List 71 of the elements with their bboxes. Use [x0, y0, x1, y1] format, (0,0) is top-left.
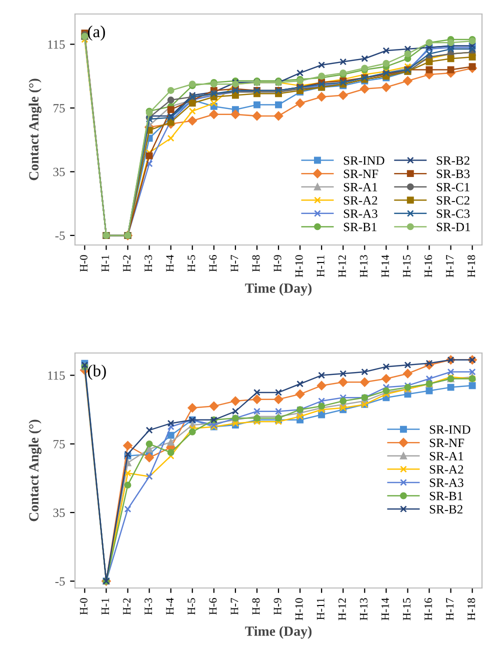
legend-label: SR-A3: [430, 478, 464, 487]
y-tick-label: 115: [48, 40, 65, 49]
x-tick-label: H-6: [209, 598, 217, 615]
x-tick-label: H-18: [468, 255, 476, 278]
x-tick-label: H-6: [209, 255, 217, 272]
legend-label: SR-A3: [344, 210, 378, 218]
x-tick-label: H-1: [102, 598, 109, 615]
legend-label: SR-B2: [430, 505, 462, 514]
legend-label: SR-B3: [436, 170, 470, 178]
text: (b): [88, 364, 106, 380]
y-tick-label: -5: [55, 577, 65, 586]
x-tick-label: H-5: [188, 598, 196, 615]
x-tick-label: H-3: [144, 255, 152, 272]
x-tick-label: H-3: [144, 598, 152, 615]
x-tick-label: H-5: [188, 255, 196, 272]
x-tick-label: H-7: [230, 598, 238, 615]
legend-label: SR-NF: [430, 438, 464, 448]
legend-label: SR-A1: [430, 452, 464, 460]
x-tick-label: H-9: [274, 598, 282, 615]
x-tick-label: H-2: [123, 255, 130, 272]
x-tick-label: H-1: [102, 255, 109, 272]
legend-label: SR-C3: [436, 210, 470, 218]
y-tick-label: 35: [53, 168, 65, 176]
x-tick-label: H-17: [446, 255, 454, 278]
x-tick-label: H-11: [316, 598, 324, 620]
x-tick-label: H-4: [166, 254, 174, 272]
x-tick-label: H-12: [338, 255, 346, 278]
legend-label: SR-C2: [436, 196, 470, 205]
y-axis-title: Contact Angle (°): [28, 78, 42, 180]
legend-label: SR-B2: [436, 156, 470, 165]
x-tick-label: H-16: [424, 255, 432, 278]
x-tick-label: H-13: [360, 598, 368, 620]
text: (a): [88, 26, 105, 41]
x-tick-label: H-17: [446, 598, 454, 620]
y-tick-label: 35: [53, 508, 65, 517]
x-tick-label: H-14: [382, 254, 389, 278]
legend-label: SR-D1: [436, 222, 470, 232]
x-tick-label: H-15: [403, 598, 410, 620]
legend-label: SR-NF: [344, 170, 378, 178]
legend-label: SR-B1: [344, 222, 376, 232]
x-tick-label: H-2: [123, 598, 130, 615]
x-axis-title: Time (Day): [245, 626, 312, 639]
legend-label: SR-C1: [436, 182, 470, 192]
y-tick-label: 75: [54, 104, 65, 112]
x-tick-label: H-7: [230, 255, 238, 272]
x-tick-label: H-10: [295, 255, 303, 278]
legend-label: SR-B1: [430, 492, 462, 500]
x-tick-label: H-16: [424, 598, 432, 620]
x-tick-label: H-15: [403, 255, 410, 278]
legend-label: SR-A2: [344, 196, 378, 205]
legend-label: SR-A2: [430, 465, 464, 474]
x-tick-label: H-14: [382, 598, 389, 620]
x-tick-label: H-12: [338, 598, 346, 620]
legend-label: SR-IND: [430, 425, 470, 434]
x-tick-label: H-10: [295, 598, 303, 620]
x-tick-label: H-8: [252, 598, 260, 615]
x-tick-label: H-18: [468, 598, 476, 620]
y-axis-title: Contact Angle (°): [28, 420, 42, 522]
legend-label: SR-IND: [344, 156, 384, 165]
x-tick-label: H-9: [274, 255, 282, 272]
x-tick-label: H-4: [166, 598, 174, 615]
x-tick-label: H-13: [360, 255, 368, 278]
x-tick-label: H-8: [252, 255, 260, 272]
y-tick-label: 75: [54, 440, 65, 448]
y-tick-label: -5: [55, 232, 65, 240]
x-axis-title: Time (Day): [245, 283, 312, 296]
y-tick-label: 115: [48, 371, 65, 380]
legend-label: SR-A1: [344, 182, 378, 192]
x-tick-label: H-0: [80, 598, 88, 615]
x-tick-label: H-0: [80, 255, 88, 272]
x-tick-label: H-11: [316, 255, 324, 277]
